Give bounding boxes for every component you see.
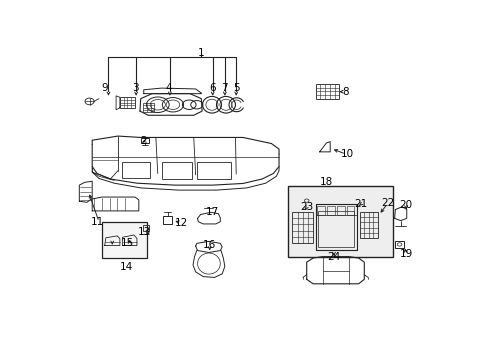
Bar xyxy=(315,84,339,99)
Bar xyxy=(122,162,150,179)
Bar xyxy=(317,211,354,247)
Bar xyxy=(336,206,344,215)
Bar xyxy=(292,212,312,243)
Text: 17: 17 xyxy=(205,207,218,217)
Text: 9: 9 xyxy=(101,82,108,93)
Text: 21: 21 xyxy=(353,199,366,209)
Bar xyxy=(161,162,191,179)
Text: 6: 6 xyxy=(209,82,216,93)
Text: 12: 12 xyxy=(175,218,188,228)
Text: 20: 20 xyxy=(399,201,412,210)
Bar xyxy=(141,138,149,143)
Bar xyxy=(142,103,154,112)
Bar xyxy=(120,97,135,108)
Bar xyxy=(102,222,146,258)
Bar xyxy=(346,206,354,215)
Bar xyxy=(142,225,149,231)
Text: 4: 4 xyxy=(165,82,172,93)
Text: 16: 16 xyxy=(203,240,216,250)
Text: 18: 18 xyxy=(319,177,332,187)
Text: 22: 22 xyxy=(381,198,394,208)
Text: 11: 11 xyxy=(90,217,103,227)
Bar xyxy=(287,186,392,257)
Bar xyxy=(359,212,377,238)
Text: 23: 23 xyxy=(300,202,313,212)
Text: 2: 2 xyxy=(140,136,147,146)
Bar xyxy=(317,206,324,215)
Text: 5: 5 xyxy=(232,82,239,93)
Text: 10: 10 xyxy=(340,149,353,159)
Bar xyxy=(196,162,230,179)
Text: 15: 15 xyxy=(121,238,134,248)
Text: 14: 14 xyxy=(120,262,133,272)
Bar xyxy=(326,206,334,215)
Text: 8: 8 xyxy=(341,87,348,97)
Bar xyxy=(163,216,171,224)
Text: 19: 19 xyxy=(399,249,412,259)
Text: 24: 24 xyxy=(326,252,340,262)
Text: 13: 13 xyxy=(138,227,151,237)
Text: 3: 3 xyxy=(131,82,138,93)
Text: 7: 7 xyxy=(221,82,228,93)
Bar xyxy=(395,241,403,248)
Text: 1: 1 xyxy=(198,48,204,58)
